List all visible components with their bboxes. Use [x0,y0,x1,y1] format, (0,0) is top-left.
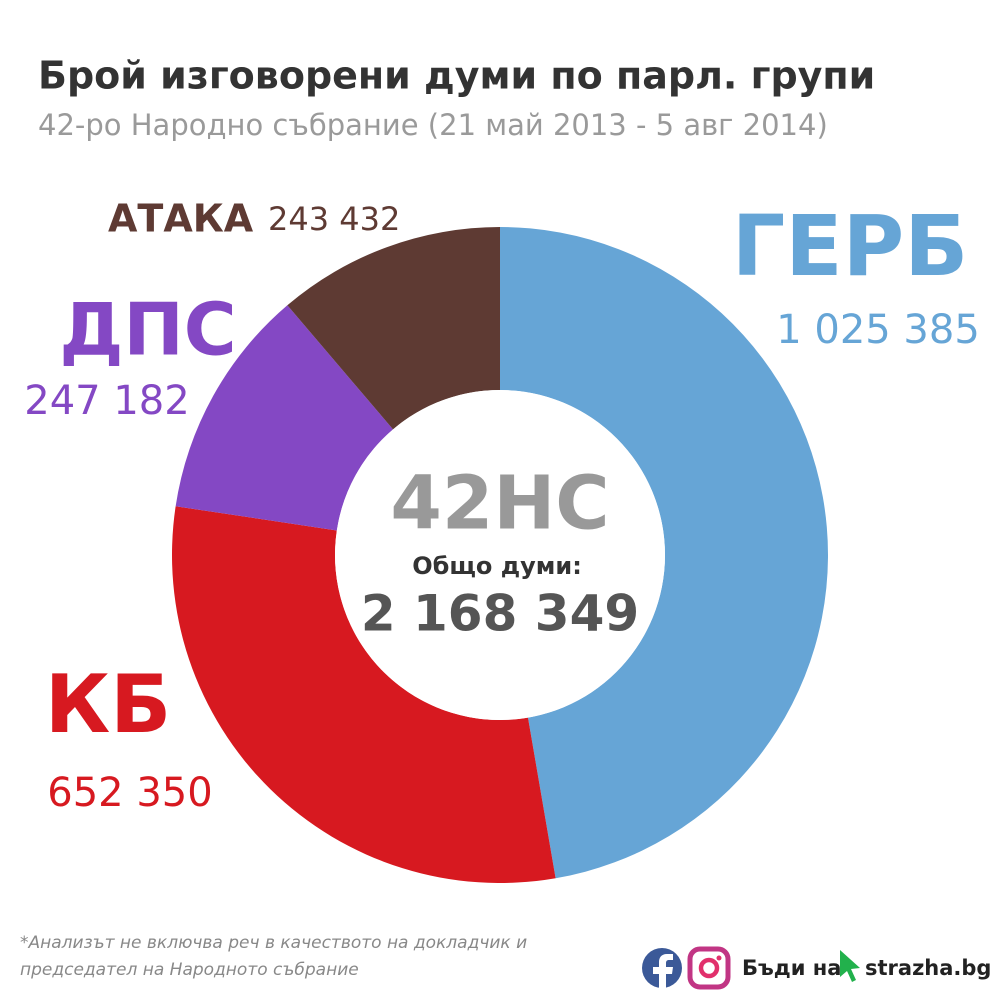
footnote: *Анализът не включва реч в качеството на… [20,933,527,953]
value-label: 243 432 [268,200,400,238]
footnote: председател на Народното събрание [20,960,359,980]
center-title: 42НС [390,461,609,547]
value-label: 247 182 [24,378,189,424]
instagram-icon[interactable] [687,946,731,990]
category-label: ГЕРБ [732,197,969,295]
center-caption: Общо думи: [412,552,582,580]
donut-hole [335,390,665,720]
chart-subtitle: 42-ро Народно събрание (21 май 2013 - 5 … [38,108,828,142]
slice [175,305,394,531]
facebook-icon[interactable] [642,948,682,990]
slice [500,227,828,879]
category-label: АТАКА [108,197,254,241]
donut [171,227,828,883]
chart-title: Брой изговорени думи по парл. групи [38,54,875,98]
value-label: 1 025 385 [776,307,980,353]
slice [287,227,500,430]
slice [171,506,556,883]
brand-link[interactable]: strazha.bg [865,956,991,980]
category-label: ДПС [59,288,236,372]
category-label: КБ [45,658,171,751]
total: 2 168 349 [361,585,639,643]
value-label: 652 350 [47,770,212,816]
brand-text: Бъди на [742,956,841,980]
cursor-icon [840,950,860,982]
